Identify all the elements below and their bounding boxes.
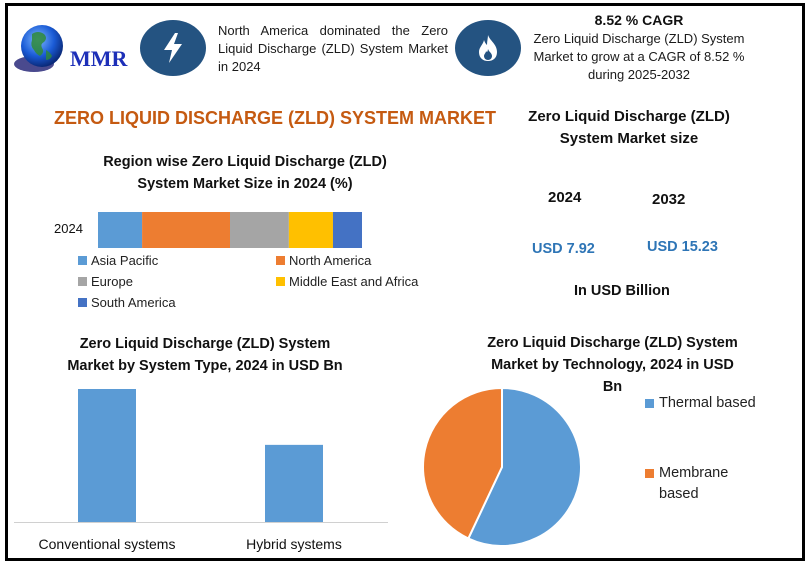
legend-item-europe: Europe <box>78 274 133 289</box>
legend-label: North America <box>289 253 372 268</box>
system-type-chart-title-line2: Market by System Type, 2024 in USD Bn <box>67 358 343 374</box>
bar-hybrid-systems <box>265 444 323 522</box>
cagr-text: Zero Liquid Discharge (ZLD) System Marke… <box>533 31 745 82</box>
legend-item-thermal-based: Thermal based <box>645 393 756 414</box>
technology-chart-title-line1: Zero Liquid Discharge (ZLD) System <box>487 335 738 351</box>
technology-chart-title: Zero Liquid Discharge (ZLD) System Marke… <box>470 332 755 398</box>
legend-item-south-america: South America <box>78 295 176 310</box>
mmr-logo: MMR <box>12 20 137 80</box>
main-title: ZERO LIQUID DISCHARGE (ZLD) SYSTEM MARKE… <box>54 108 496 128</box>
market-size-year-2024: 2024 <box>548 189 582 206</box>
region-chart-title: Region wise Zero Liquid Discharge (ZLD) … <box>60 151 430 195</box>
infographic-frame <box>5 3 805 561</box>
legend-swatch <box>78 298 87 307</box>
legend-item-membrane-based: Membrane based <box>645 463 728 505</box>
cagr-box: 8.52 % CAGR Zero Liquid Discharge (ZLD) … <box>524 10 754 84</box>
region-dominance-text: North America dominated the Zero Liquid … <box>218 23 448 74</box>
logo-text: MMR <box>70 46 128 71</box>
market-size-value-2032: USD 15.23 <box>647 239 718 255</box>
pie-slice-membrane-based <box>422 386 503 540</box>
market-size-value-2024: USD 7.92 <box>532 241 595 257</box>
pie-slice-thermal-based <box>467 386 582 547</box>
bar-segment-middle-east-and-africa <box>288 212 333 248</box>
x-tick-label-hybrid-systems: Hybrid systems <box>246 536 342 552</box>
region-chart-title-line2: System Market Size in 2024 (%) <box>137 176 353 192</box>
legend-swatch <box>276 277 285 286</box>
x-tick-label-conventional-systems: Conventional systems <box>39 536 176 552</box>
legend-label: Middle East and Africa <box>289 274 419 289</box>
technology-chart-legend: Thermal based Membrane based <box>645 393 785 513</box>
bar-segment-south-america <box>332 212 362 248</box>
bar-segment-europe <box>230 212 289 248</box>
market-size-title: Zero Liquid Discharge (ZLD) System Marke… <box>510 106 748 150</box>
system-type-bar-chart: Conventional systems Hybrid systems <box>14 389 388 552</box>
market-size-title-line2: System Market size <box>559 130 699 147</box>
technology-pie-chart <box>422 386 582 547</box>
market-size-year-2032: 2032 <box>652 191 686 208</box>
region-chart-title-line1: Region wise Zero Liquid Discharge (ZLD) <box>103 154 387 170</box>
bar-segment-asia-pacific <box>98 212 143 248</box>
legend-label: Asia Pacific <box>91 253 159 268</box>
legend-item-north-america: North America <box>276 253 371 268</box>
globe-icon <box>14 25 63 72</box>
legend-label: Europe <box>91 274 133 289</box>
system-type-chart-title: Zero Liquid Discharge (ZLD) System Marke… <box>40 333 370 377</box>
lightning-bolt-icon <box>140 20 206 76</box>
legend-swatch <box>78 256 87 265</box>
legend-swatch <box>276 256 285 265</box>
legend-item-asia-pacific: Asia Pacific <box>78 253 158 268</box>
system-type-chart-title-line1: Zero Liquid Discharge (ZLD) System <box>79 336 331 352</box>
region-chart-legend: Asia Pacific North America Europe Middle Ea… <box>78 253 458 315</box>
legend-label: Thermal based <box>659 395 756 411</box>
flame-icon <box>455 20 521 76</box>
legend-swatch <box>645 399 654 408</box>
region-chart-category-label: 2024 <box>54 221 83 236</box>
bar-conventional-systems <box>78 389 136 522</box>
technology-chart-title-line3: Bn <box>602 379 623 395</box>
market-size-unit: In USD Billion <box>574 283 670 299</box>
bar-segment-north-america <box>142 212 230 248</box>
market-size-title-line1: Zero Liquid Discharge (ZLD) <box>528 108 730 125</box>
region-stacked-bar <box>98 212 362 248</box>
technology-chart-title-line2: Market by Technology, 2024 in USD <box>491 357 734 373</box>
legend-label: South America <box>91 295 176 310</box>
legend-item-middle-east-and-africa: Middle East and Africa <box>276 274 418 289</box>
legend-swatch <box>78 277 87 286</box>
cagr-title: 8.52 % CAGR <box>594 12 684 28</box>
legend-swatch <box>645 469 654 478</box>
legend-label: Membrane based <box>659 465 729 502</box>
